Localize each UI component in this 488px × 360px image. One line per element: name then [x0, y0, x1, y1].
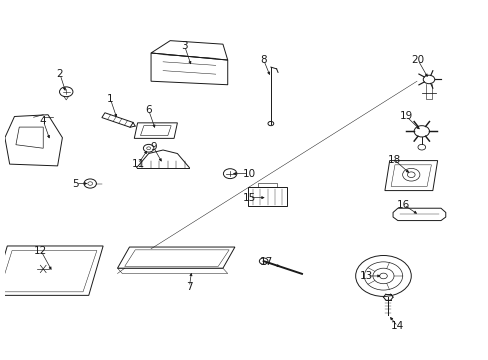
Text: 14: 14 — [390, 321, 404, 332]
Text: 6: 6 — [145, 105, 152, 115]
Text: 16: 16 — [396, 200, 409, 210]
Text: 20: 20 — [410, 55, 424, 65]
Text: 8: 8 — [260, 55, 266, 65]
Text: 10: 10 — [242, 168, 255, 179]
Text: 7: 7 — [186, 282, 192, 292]
Text: 18: 18 — [386, 154, 400, 165]
Text: 13: 13 — [359, 271, 372, 281]
Text: 11: 11 — [131, 159, 144, 169]
Text: 2: 2 — [57, 69, 63, 79]
Text: 5: 5 — [72, 179, 79, 189]
Text: 9: 9 — [150, 142, 157, 152]
Text: 12: 12 — [34, 246, 47, 256]
Text: 15: 15 — [242, 193, 255, 203]
Text: 4: 4 — [40, 116, 46, 126]
Text: 3: 3 — [181, 41, 187, 51]
Text: 17: 17 — [259, 257, 272, 267]
Text: 1: 1 — [107, 94, 113, 104]
Text: 19: 19 — [399, 112, 412, 121]
